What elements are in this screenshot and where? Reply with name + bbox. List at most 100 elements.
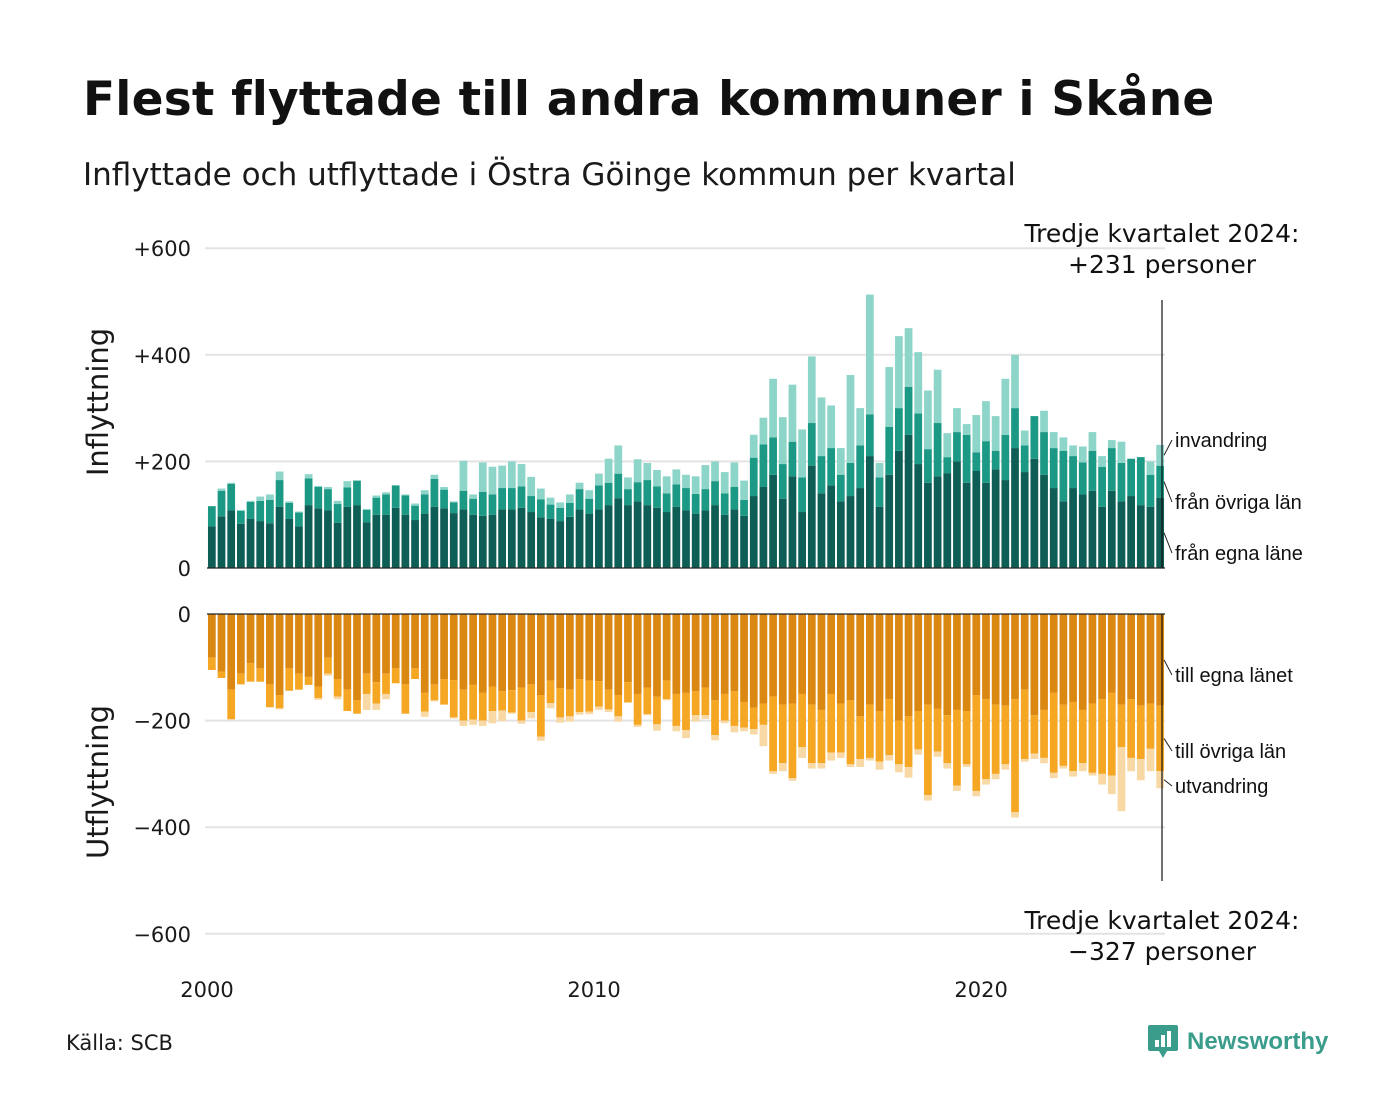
bar-out-0 [237,614,245,674]
bar-in-0 [827,485,836,568]
bar-in-1 [1001,434,1010,481]
bar-in-0 [720,514,729,568]
bar-out-0 [1127,614,1135,700]
bar-out-1 [295,673,303,690]
newsworthy-logo-icon [1148,1025,1178,1058]
bar-in-2 [836,448,845,475]
bar-in-2 [953,408,961,433]
bar-in-1 [498,488,507,510]
bar-in-2 [720,472,729,494]
bar-out-1 [217,671,226,678]
bar-in-2 [624,477,632,490]
bar-in-1 [449,502,458,514]
bar-in-2 [275,471,284,481]
bar-out-2 [1078,763,1087,772]
bar-in-1 [1098,466,1106,507]
bar-out-1 [933,708,942,752]
bar-in-2 [411,503,419,506]
bar-in-1 [256,500,265,522]
bar-in-1 [1040,432,1048,475]
bar-in-1 [585,498,594,514]
bar-out-2 [856,758,865,767]
bar-out-1 [304,676,313,685]
bar-out-2 [1136,758,1145,781]
bar-out-1 [875,711,884,762]
bar-in-0 [585,513,594,568]
bar-out-2 [1020,758,1029,762]
bar-in-1 [643,480,652,506]
bar-in-0 [556,521,565,568]
bar-in-2 [682,474,690,489]
bar-out-1 [430,684,439,701]
bar-out-1 [836,703,845,753]
bar-out-2 [895,764,903,773]
bar-out-2 [382,693,390,700]
bar-in-2 [333,500,342,505]
bar-out-0 [575,614,584,680]
bar-out-1 [1030,715,1039,754]
bar-out-0 [691,614,700,692]
bar-in-0 [227,510,236,568]
bar-in-2 [943,433,952,458]
bar-in-0 [653,507,661,568]
bar-out-2 [420,711,429,717]
bar-in-2 [1020,430,1029,446]
bar-in-2 [266,494,274,500]
bar-in-1 [1156,465,1165,498]
bar-in-1 [1088,450,1097,491]
bar-out-0 [769,614,777,697]
y-tick-label-out: 0 [178,603,191,627]
bar-out-1 [498,691,507,711]
bar-out-1 [827,693,836,753]
bar-out-1 [1146,703,1155,749]
bar-out-2 [769,771,777,774]
bar-in-2 [372,495,381,498]
bar-out-2 [507,712,516,714]
bar-out-0 [788,614,797,704]
bar-out-1 [943,715,952,764]
bar-out-2 [372,703,381,710]
bar-in-1 [875,477,884,507]
bar-out-1 [653,696,661,725]
bar-in-1 [924,449,932,483]
brand-name: Newsworthy [1187,1028,1329,1055]
bar-out-0 [1156,614,1165,706]
bar-in-2 [933,369,942,424]
bar-out-1 [672,693,681,726]
bar-out-1 [604,689,613,710]
bar-out-1 [1156,705,1165,772]
bar-in-1 [1069,456,1077,489]
bar-out-0 [285,614,294,669]
bar-out-1 [507,690,516,713]
bar-out-1 [353,700,361,714]
bar-in-2 [740,480,748,500]
bar-in-1 [333,504,342,523]
bar-in-2 [856,408,865,446]
bar-in-0 [362,522,371,568]
axes: +600 +400 +200 0 0 −200 −400 −600 2000 2010 2020 [133,237,1165,1002]
bar-in-2 [1069,445,1077,457]
bar-in-1 [207,506,216,527]
bar-out-0 [527,614,536,685]
bar-in-2 [362,508,371,510]
bar-in-1 [711,481,719,506]
bar-out-0 [624,614,632,683]
y-tick-label-in: 0 [178,557,191,581]
bar-in-0 [778,498,787,568]
bar-out-1 [391,668,400,684]
leader-line-out [1163,738,1173,752]
leader-line-in [1163,532,1173,554]
bar-out-1 [595,681,603,707]
bar-out-2 [759,724,768,747]
bar-out-0 [391,614,400,669]
bar-in-1 [740,499,748,516]
brand-logo[interactable]: Newsworthy [1147,1022,1328,1062]
bar-in-2 [575,482,584,490]
bar-out-2 [1011,812,1019,818]
bar-in-0 [875,506,884,568]
bar-in-0 [836,501,845,569]
bar-in-2 [846,375,855,463]
bar-in-1 [478,491,487,516]
bar-out-2 [701,715,710,719]
bar-in-2 [478,462,487,492]
